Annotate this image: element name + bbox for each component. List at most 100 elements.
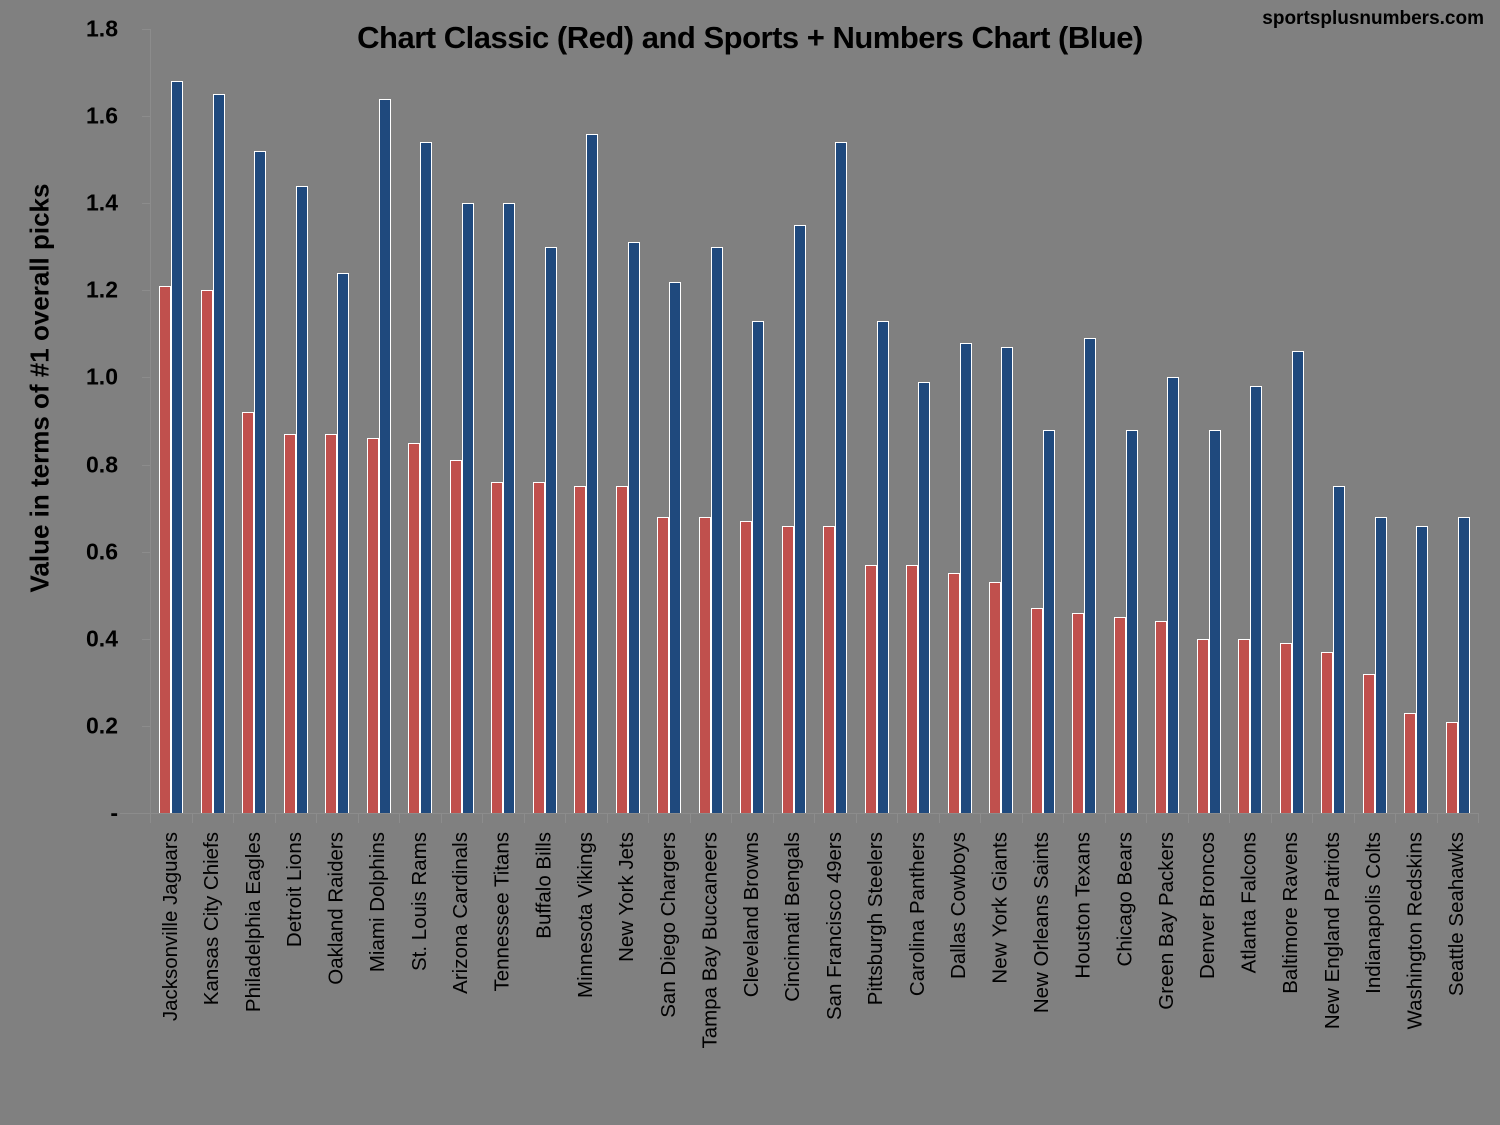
bar-sports-plus-numbers	[420, 142, 432, 813]
bar-sports-plus-numbers	[295, 185, 308, 813]
bar-chart-classic	[740, 521, 752, 813]
bar-sports-plus-numbers	[1208, 429, 1221, 813]
y-tick-label: 1.2	[86, 276, 118, 303]
x-tick-label-text: Green Bay Packers	[1154, 832, 1178, 1010]
x-tick-mark	[855, 813, 857, 823]
x-tick-label-text: Baltimore Ravens	[1279, 832, 1303, 994]
x-tick-label-text: Miami Dolphins	[366, 832, 390, 973]
x-tick-mark	[482, 813, 483, 823]
bar-chart-classic	[1072, 612, 1084, 813]
bar-sports-plus-numbers	[171, 81, 183, 813]
x-tick-mark	[1353, 813, 1355, 823]
y-tick-mark	[142, 290, 150, 292]
bar-chart-classic	[1238, 638, 1250, 813]
x-tick-label-text: Detroit Lions	[283, 832, 307, 948]
bar-chart-classic	[657, 516, 669, 813]
y-tick-label: 1.8	[86, 15, 118, 42]
x-tick-label-text: St. Louis Rams	[407, 832, 431, 971]
x-tick-mark	[1146, 813, 1147, 823]
x-axis-line	[120, 813, 1478, 814]
x-tick-label-text: Houston Texans	[1071, 832, 1095, 979]
y-tick-label: -	[110, 799, 118, 826]
bar-chart-classic	[491, 481, 503, 813]
x-tick-label-text: Washington Redskins	[1403, 832, 1427, 1030]
x-tick-mark	[274, 813, 276, 823]
y-tick-label: 1.6	[86, 102, 118, 129]
x-tick-mark	[1229, 813, 1230, 823]
x-tick-mark	[731, 813, 732, 823]
x-tick-mark	[1312, 813, 1313, 823]
y-axis-line	[150, 29, 151, 813]
x-tick-mark	[606, 813, 608, 823]
plot-area	[120, 29, 1479, 823]
x-tick-label-text: Denver Broncos	[1196, 832, 1220, 979]
y-tick-mark	[142, 377, 150, 379]
bar-chart-classic	[947, 573, 960, 813]
bar-sports-plus-numbers	[1291, 351, 1304, 813]
bar-chart-classic	[1113, 617, 1126, 813]
bar-chart-classic	[823, 525, 835, 813]
x-tick-mark	[1104, 813, 1106, 823]
x-tick-label-text: Kansas City Chiefs	[200, 832, 224, 1006]
bar-sports-plus-numbers	[752, 320, 764, 813]
x-tick-mark	[1187, 813, 1189, 823]
x-tick-label-text: Buffalo Bills	[532, 832, 556, 939]
x-tick-label-text: Tennessee Titans	[490, 832, 514, 992]
bar-sports-plus-numbers	[586, 133, 598, 813]
x-tick-mark	[814, 813, 815, 823]
y-tick-mark	[142, 464, 150, 466]
y-tick-mark	[142, 813, 150, 814]
bar-sports-plus-numbers	[959, 342, 972, 813]
bar-chart-classic	[283, 434, 296, 813]
y-tick-label: 0.2	[86, 712, 118, 739]
bar-chart-classic	[200, 290, 213, 813]
bar-chart-classic	[449, 460, 462, 813]
bar-chart-classic	[1445, 721, 1458, 813]
bar-chart-classic	[532, 481, 545, 813]
y-tick-mark	[142, 203, 150, 205]
bar-sports-plus-numbers	[378, 98, 391, 813]
bar-sports-plus-numbers	[1457, 516, 1470, 813]
y-tick-mark	[142, 638, 150, 640]
x-tick-label-text: Seattle Seahawks	[1445, 832, 1469, 997]
bar-sports-plus-numbers	[1250, 386, 1262, 813]
x-tick-label-text: Oakland Raiders	[324, 832, 348, 985]
bar-chart-classic	[864, 564, 877, 813]
bar-sports-plus-numbers	[835, 142, 847, 813]
bar-sports-plus-numbers	[793, 225, 806, 813]
bar-chart-classic	[325, 434, 337, 813]
bar-sports-plus-numbers	[876, 320, 889, 813]
bar-sports-plus-numbers	[1042, 429, 1055, 813]
y-tick-mark	[142, 551, 150, 553]
bar-chart-classic	[615, 486, 628, 813]
x-tick-label-text: Cleveland Browns	[739, 832, 763, 998]
x-tick-label-text: Pittsburgh Steelers	[864, 832, 888, 1006]
bar-sports-plus-numbers	[212, 94, 225, 813]
bar-sports-plus-numbers	[254, 150, 266, 813]
x-tick-mark	[191, 813, 193, 823]
x-tick-mark	[399, 813, 400, 823]
x-tick-mark	[440, 813, 442, 823]
bar-sports-plus-numbers	[503, 203, 515, 813]
y-tick-mark	[142, 29, 150, 30]
bar-sports-plus-numbers	[337, 272, 349, 813]
x-tick-label-text: New York Giants	[988, 832, 1012, 984]
x-tick-label-text: Minnesota Vikings	[573, 832, 597, 998]
y-tick-mark	[142, 725, 150, 727]
bar-sports-plus-numbers	[1125, 429, 1138, 813]
x-tick-mark	[689, 813, 691, 823]
bar-chart-classic	[1196, 638, 1209, 813]
x-tick-label-text: New Orleans Saints	[1030, 832, 1054, 1014]
x-tick-label-text: San Francisco 49ers	[822, 832, 846, 1021]
bar-sports-plus-numbers	[544, 246, 557, 813]
bar-chart-classic	[1362, 673, 1375, 813]
y-tick-label: 1.4	[86, 189, 118, 216]
x-tick-label-text: Philadelphia Eagles	[241, 832, 265, 1013]
x-tick-label-text: Atlanta Falcons	[1237, 832, 1261, 974]
y-tick-label: 0.8	[86, 451, 118, 478]
bar-chart-classic	[906, 564, 918, 813]
bar-chart-classic	[1404, 712, 1416, 813]
bar-chart-classic	[366, 438, 379, 813]
x-tick-mark	[565, 813, 566, 823]
x-tick-label-text: Tampa Bay Buccaneers	[698, 832, 722, 1049]
